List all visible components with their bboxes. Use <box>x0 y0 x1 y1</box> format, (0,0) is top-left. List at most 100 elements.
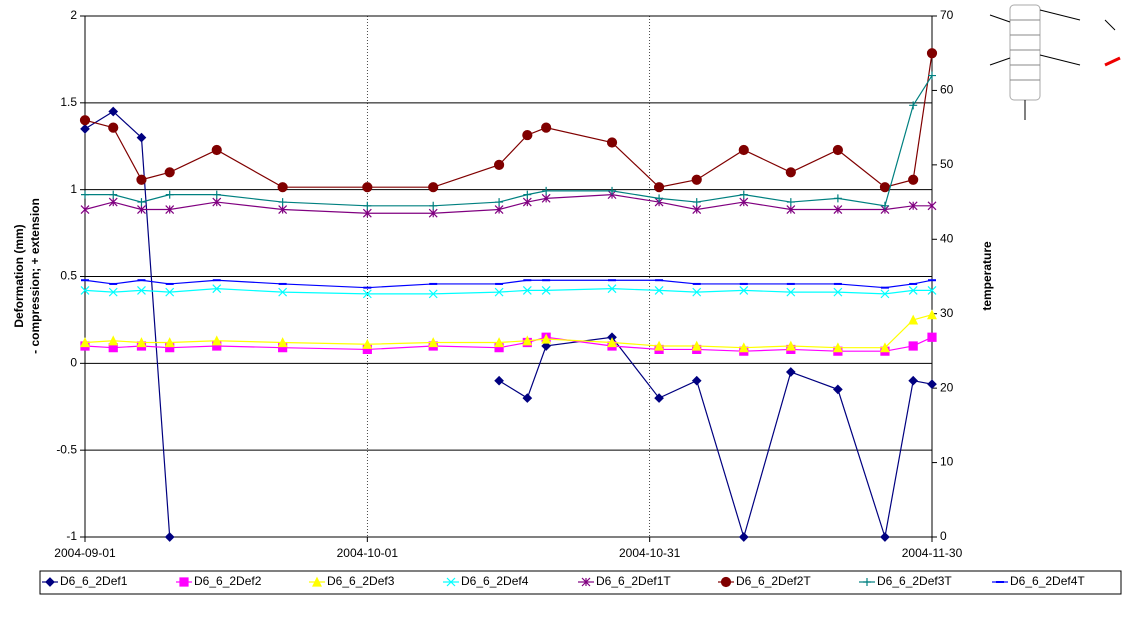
marker <box>108 287 118 297</box>
marker <box>164 532 175 542</box>
marker <box>655 194 664 203</box>
y2-tick-label: 10 <box>940 455 954 469</box>
marker <box>362 338 373 349</box>
series-line <box>84 194 932 214</box>
marker <box>786 287 796 297</box>
marker <box>692 198 701 207</box>
y-axis-title: Deformation (mm) <box>12 224 26 327</box>
marker <box>362 182 373 193</box>
legend-label: D6_6_2Def1T <box>596 574 671 588</box>
marker <box>428 337 439 348</box>
marker <box>786 205 796 214</box>
marker <box>494 205 504 214</box>
marker <box>606 137 618 148</box>
marker <box>541 285 551 295</box>
y-axis-title: - compression; + extension <box>28 198 42 354</box>
marker <box>908 285 918 295</box>
marker <box>522 285 532 295</box>
x-tick-label: 2004-10-01 <box>337 546 399 560</box>
marker <box>832 342 843 353</box>
marker <box>880 289 890 299</box>
y2-tick-label: 40 <box>940 231 954 245</box>
marker <box>494 375 504 386</box>
plot-area <box>84 15 933 538</box>
marker <box>909 101 918 110</box>
marker <box>522 129 533 141</box>
marker <box>278 205 288 214</box>
marker <box>691 340 702 351</box>
marker <box>164 167 175 178</box>
marker <box>522 197 532 207</box>
marker <box>80 285 90 295</box>
marker <box>108 197 118 207</box>
marker <box>908 174 919 185</box>
marker <box>45 577 55 587</box>
marker <box>927 309 937 320</box>
marker <box>908 201 918 211</box>
series-line <box>85 75 933 207</box>
marker <box>785 367 796 377</box>
marker <box>654 340 665 351</box>
marker <box>446 577 456 587</box>
marker <box>312 576 322 587</box>
marker <box>879 342 890 353</box>
marker <box>928 71 936 80</box>
marker <box>739 190 748 199</box>
marker <box>738 532 749 542</box>
marker <box>908 314 919 325</box>
y-tick-label: 1.5 <box>60 95 77 109</box>
marker <box>880 532 890 542</box>
marker <box>654 393 664 403</box>
marker <box>362 208 372 218</box>
marker <box>879 182 891 193</box>
legend-label: D6_6_2Def4 <box>461 574 529 588</box>
marker <box>607 284 617 294</box>
marker <box>164 337 175 348</box>
marker <box>880 201 889 210</box>
marker <box>212 190 221 199</box>
legend-label: D6_6_2Def3 <box>327 574 395 588</box>
marker <box>81 190 89 199</box>
marker <box>363 201 372 210</box>
series-line <box>84 336 933 352</box>
marker <box>108 106 119 117</box>
marker <box>785 167 796 178</box>
marker <box>691 174 702 185</box>
x-tick-label: 2004-10-31 <box>619 546 681 560</box>
marker <box>211 335 222 346</box>
marker <box>908 341 918 351</box>
marker <box>522 335 533 346</box>
marker <box>494 337 505 348</box>
marker <box>137 285 146 295</box>
marker <box>522 393 533 403</box>
marker <box>136 174 147 185</box>
marker <box>428 182 439 193</box>
x-tick-label: 2004-11-30 <box>902 546 963 560</box>
y2-tick-label: 0 <box>940 529 947 543</box>
marker <box>541 193 551 203</box>
marker <box>581 577 591 587</box>
marker <box>278 198 287 207</box>
marker <box>80 205 90 214</box>
marker <box>137 198 146 207</box>
y-tick-label: 1 <box>70 182 77 196</box>
marker <box>165 190 174 199</box>
series-line <box>84 110 933 540</box>
y2-tick-label: 20 <box>940 380 954 394</box>
marker <box>833 384 843 395</box>
marker <box>137 205 146 214</box>
marker <box>720 576 732 588</box>
marker <box>109 190 118 199</box>
marker <box>212 284 222 294</box>
marker <box>428 208 438 218</box>
marker <box>785 340 796 351</box>
marker <box>927 332 937 342</box>
marker <box>179 577 189 587</box>
marker <box>927 285 937 295</box>
marker <box>832 144 843 156</box>
marker <box>542 186 551 195</box>
marker <box>786 198 795 207</box>
marker <box>80 337 90 348</box>
marker <box>165 287 175 297</box>
marker <box>428 289 438 299</box>
